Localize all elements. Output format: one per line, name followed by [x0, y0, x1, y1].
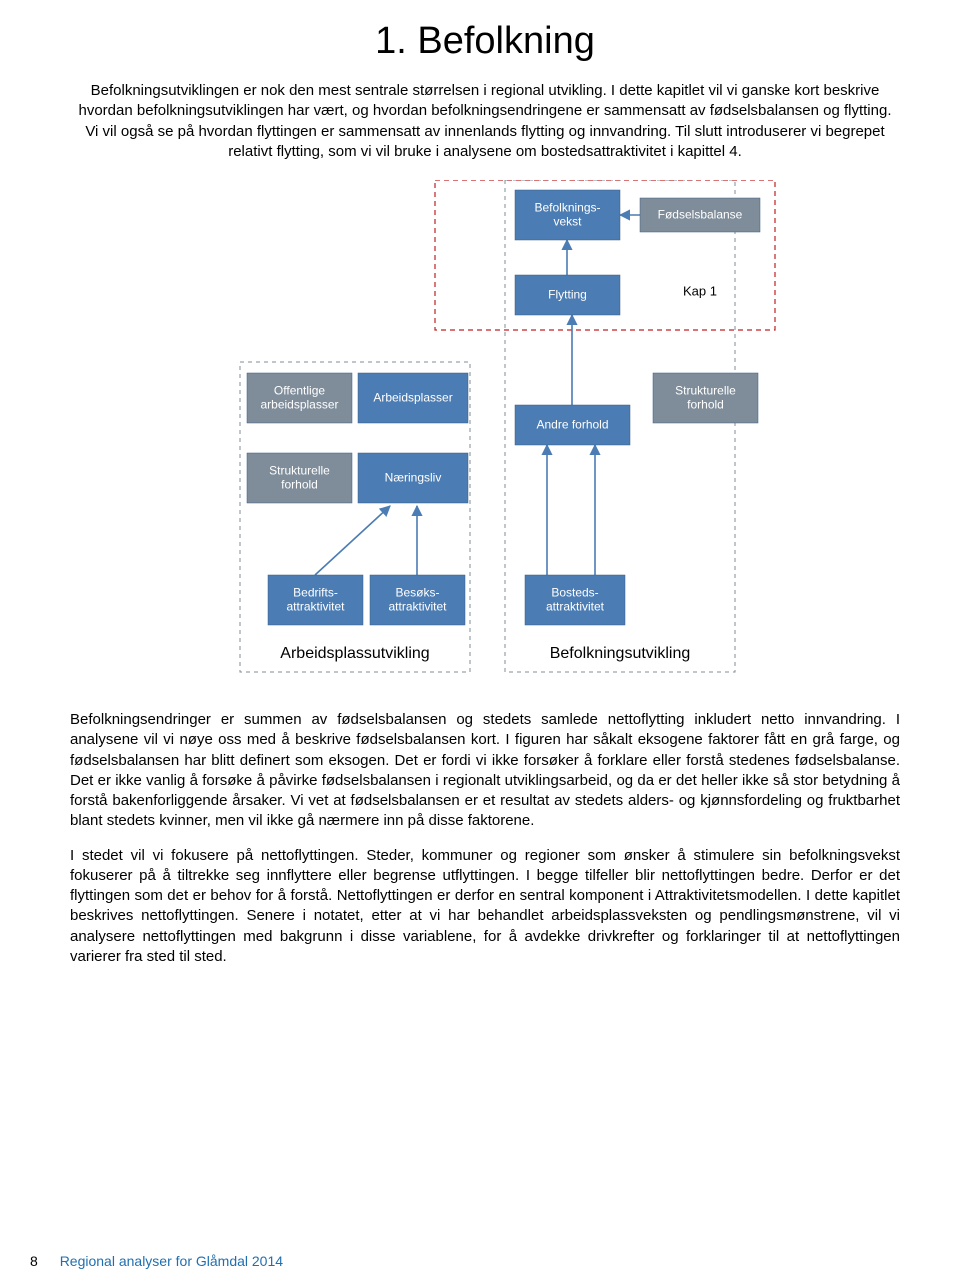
intro-paragraph: Befolkningsutviklingen er nok den mest s…: [70, 81, 900, 162]
svg-text:Bedrifts-attraktivitet: Bedrifts-attraktivitet: [286, 586, 345, 614]
svg-text:Besøks-attraktivitet: Besøks-attraktivitet: [388, 586, 447, 614]
svg-text:Bosteds-attraktivitet: Bosteds-attraktivitet: [546, 586, 605, 614]
footer-text: Regional analyser for Glåmdal 2014: [60, 1253, 283, 1269]
svg-text:Befolkningsutvikling: Befolkningsutvikling: [550, 645, 691, 662]
flowchart-diagram: Befolknings-vekstFødselsbalanseFlyttingK…: [135, 180, 835, 700]
svg-text:Fødselsbalanse: Fødselsbalanse: [658, 208, 743, 222]
page-title: 1. Befolkning: [70, 20, 900, 63]
page-footer: 8 Regional analyser for Glåmdal 2014: [30, 1253, 283, 1269]
svg-text:Flytting: Flytting: [548, 288, 587, 302]
body-paragraph-3: I stedet vil vi fokusere på nettoflyttin…: [70, 846, 900, 968]
page-number: 8: [30, 1253, 38, 1269]
diagram-container: Befolknings-vekstFødselsbalanseFlyttingK…: [70, 180, 900, 700]
svg-text:Næringsliv: Næringsliv: [385, 471, 442, 485]
svg-text:Andre forhold: Andre forhold: [536, 418, 608, 432]
svg-text:Arbeidsplasser: Arbeidsplasser: [373, 391, 452, 405]
body-paragraph-2: Befolkningsendringer er summen av fødsel…: [70, 710, 900, 832]
svg-text:Kap 1: Kap 1: [683, 284, 717, 299]
svg-text:Arbeidsplassutvikling: Arbeidsplassutvikling: [280, 645, 429, 662]
